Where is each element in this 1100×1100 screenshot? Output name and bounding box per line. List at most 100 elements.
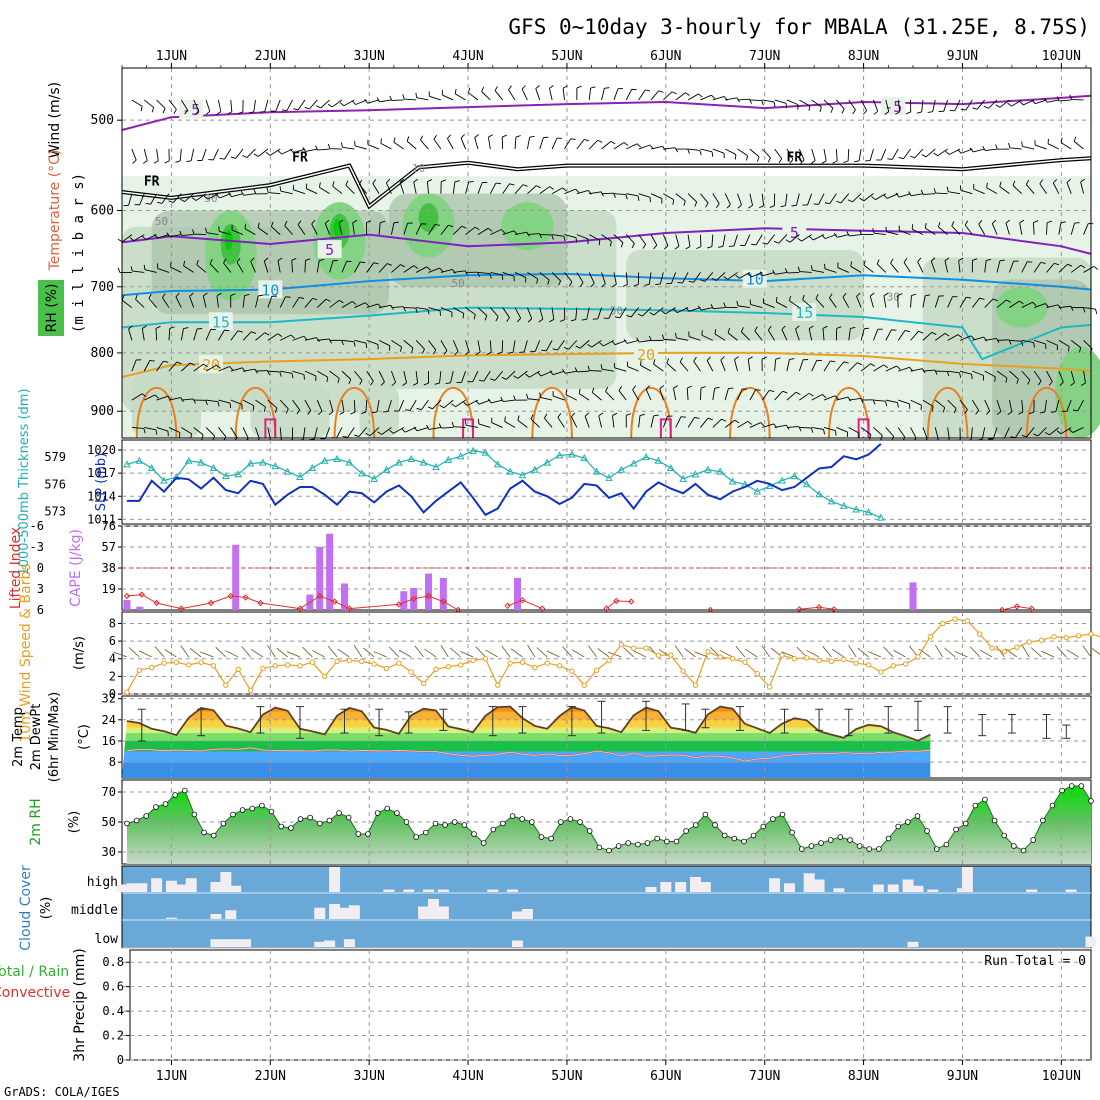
- wind-barb: [131, 359, 137, 372]
- wind-barb-flag: [833, 232, 838, 238]
- wind-barb: [923, 193, 936, 195]
- rh2m-point: [770, 816, 776, 822]
- wind-barb: [398, 399, 405, 412]
- wind-barb: [439, 371, 442, 384]
- wind-barb-flag: [620, 242, 624, 248]
- wind-barb-flag: [677, 282, 683, 284]
- wind-barb: [403, 223, 409, 235]
- wind-barb: [144, 394, 156, 401]
- rh2m-point: [249, 805, 256, 812]
- wind-barb: [847, 149, 850, 162]
- cloud-bar-middle: [427, 899, 439, 919]
- wind-barb-flag: [364, 98, 368, 104]
- wind-barb: [761, 148, 771, 159]
- wind-barb-flag: [1057, 304, 1062, 310]
- wind-barb: [984, 399, 991, 412]
- wind-barb-flag: [326, 377, 329, 383]
- wind-barb: [440, 224, 449, 235]
- wind10m-point: [346, 657, 353, 664]
- wind-barb-flag: [393, 221, 399, 224]
- wind-barb: [959, 297, 967, 308]
- wind-barb: [478, 399, 491, 405]
- wind-barb: [1009, 261, 1014, 273]
- wind-barb: [761, 193, 765, 206]
- wind-barb-flag: [810, 427, 814, 433]
- wind-barb: [597, 307, 602, 320]
- wind-barb-flag: [896, 365, 901, 370]
- wind-barb: [502, 183, 510, 194]
- wind-barb: [1070, 340, 1082, 348]
- wind-barb: [420, 139, 429, 150]
- wind-barb: [898, 193, 911, 198]
- wind-barb-flag: [451, 403, 456, 408]
- temp-tick-label: 32: [102, 692, 116, 706]
- wind-barb: [799, 271, 812, 273]
- wind-barb: [230, 330, 239, 341]
- wind-barb-flag: [365, 343, 368, 349]
- wind-barb-flag: [727, 328, 731, 334]
- wind-barb-flag: [636, 337, 640, 343]
- wind-barb: [1080, 181, 1085, 194]
- wind-barb-flag: [723, 302, 726, 308]
- cape-tick-label: 76: [102, 519, 116, 533]
- wind-barb: [640, 364, 652, 372]
- wind-barb: [235, 148, 244, 159]
- cloud-bar-high: [423, 889, 435, 892]
- wind-barb-flag: [365, 302, 370, 307]
- wind10m-point: [532, 664, 538, 671]
- wind-barb-flag: [587, 343, 592, 348]
- wind-barb-flag: [705, 202, 709, 208]
- wind-barb-flag: [946, 186, 949, 192]
- wind-barb: [638, 234, 646, 245]
- lifted-index-point: [296, 605, 304, 612]
- wind-barb-flag: [854, 160, 860, 163]
- wind-barb-flag: [920, 189, 924, 195]
- wind-barb-flag: [661, 310, 666, 315]
- freezing-level-inner: [121, 157, 1092, 208]
- rh2m-point: [442, 822, 448, 828]
- wind-barb: [181, 234, 194, 236]
- wind-barb-flag: [1082, 307, 1086, 313]
- wind-barb-flag: [632, 385, 636, 391]
- wind-barb-flag: [1039, 179, 1044, 184]
- wind10m-barb: [128, 647, 140, 658]
- wind10m-point: [742, 659, 748, 665]
- wind-barb-flag: [933, 188, 937, 194]
- wind-barb-flag: [539, 392, 541, 398]
- precip-tick-label: 0.6: [102, 980, 124, 994]
- wind10m-barb: [796, 646, 808, 658]
- wind-barb-flag: [517, 415, 520, 421]
- cloud-bar-high: [769, 878, 781, 892]
- rh2m-point: [991, 817, 998, 824]
- cloud-level-label: high: [87, 875, 118, 890]
- wind-barb-flag: [685, 307, 690, 312]
- wind-barb-flag: [452, 269, 456, 274]
- wind-barb: [504, 421, 516, 428]
- wind-barb-flag: [674, 245, 680, 250]
- wind-barb: [304, 370, 317, 377]
- wind-barb: [316, 260, 320, 273]
- wind-barb-flag: [775, 357, 781, 360]
- wind-barb-flag: [1070, 306, 1074, 311]
- wind-barb-flag: [549, 186, 554, 190]
- wind-barb: [293, 189, 306, 195]
- wind-barb: [564, 370, 577, 374]
- wind10m-barb: [189, 647, 202, 658]
- cloud-bar-middle: [338, 907, 350, 919]
- wind-barb-flag: [1007, 411, 1013, 415]
- wind10m-point: [186, 662, 192, 668]
- wind-barb: [461, 370, 467, 383]
- wind-barb: [453, 307, 464, 314]
- wind-barb: [219, 193, 231, 199]
- wind10m-barb: [623, 647, 634, 658]
- wind-barb: [1005, 222, 1010, 235]
- thickness-tick-label: 579: [44, 450, 66, 464]
- temp-tick-label: 16: [102, 734, 116, 748]
- cloud-bar-high: [813, 879, 825, 892]
- wind-barb: [1011, 99, 1023, 107]
- wind-barb-flag: [1067, 263, 1073, 267]
- wind-barb: [317, 148, 330, 151]
- wind-barb-flag: [740, 327, 744, 333]
- thickness-tick-label: 576: [44, 477, 66, 491]
